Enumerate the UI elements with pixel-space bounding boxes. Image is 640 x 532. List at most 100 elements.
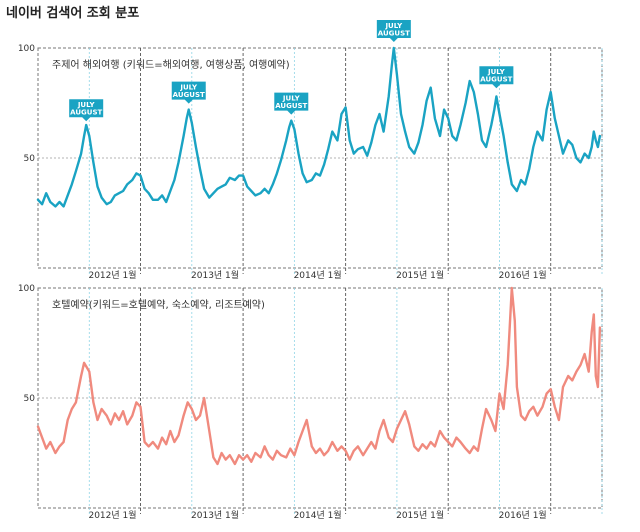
data-point xyxy=(439,430,441,432)
data-point xyxy=(315,452,317,454)
data-point xyxy=(579,364,582,366)
data-point xyxy=(177,434,180,436)
data-point xyxy=(340,113,343,115)
data-point xyxy=(186,117,188,119)
data-point xyxy=(421,443,424,445)
data-point xyxy=(199,415,201,417)
data-point xyxy=(378,113,381,115)
data-point xyxy=(203,188,205,190)
data-point xyxy=(80,153,82,155)
y-tick-label: 100 xyxy=(18,284,35,294)
data-point xyxy=(280,159,282,161)
data-point xyxy=(447,117,449,119)
data-point xyxy=(165,443,167,445)
data-point xyxy=(520,415,522,417)
data-point xyxy=(234,463,236,465)
data-point xyxy=(71,183,73,185)
data-point xyxy=(288,126,290,128)
data-point xyxy=(199,168,201,170)
data-point xyxy=(88,371,90,373)
data-point xyxy=(118,419,120,421)
data-point xyxy=(272,459,274,461)
data-point xyxy=(495,95,497,97)
data-point xyxy=(459,441,462,443)
data-point xyxy=(597,146,599,148)
data-point xyxy=(558,419,560,421)
data-point xyxy=(45,448,47,450)
data-point xyxy=(250,461,252,463)
data-point xyxy=(148,192,150,194)
x-tick-label: 2012년 1월 xyxy=(88,269,136,281)
data-point xyxy=(203,397,205,399)
data-point xyxy=(400,113,402,115)
data-point xyxy=(575,157,578,159)
data-point xyxy=(41,203,43,205)
data-point xyxy=(362,454,364,456)
data-point xyxy=(485,408,487,410)
data-point xyxy=(331,441,333,443)
data-point xyxy=(532,146,534,148)
data-point xyxy=(392,441,394,443)
badge-text-july: JULY xyxy=(487,68,506,76)
data-point xyxy=(58,445,61,447)
data-point xyxy=(157,448,159,450)
data-point xyxy=(370,441,372,443)
data-point xyxy=(396,73,398,75)
data-point xyxy=(131,415,133,417)
data-point xyxy=(327,148,329,150)
data-point xyxy=(477,450,479,452)
data-point xyxy=(593,131,595,133)
data-point xyxy=(383,131,385,133)
data-point xyxy=(459,124,462,126)
data-point xyxy=(366,448,368,450)
data-point xyxy=(599,327,601,329)
data-point xyxy=(550,388,552,390)
data-point xyxy=(58,201,61,203)
data-point xyxy=(575,371,578,373)
badge-bubble xyxy=(376,20,411,42)
data-point xyxy=(246,186,248,188)
data-point xyxy=(183,415,185,417)
badge-bubble xyxy=(69,99,104,122)
data-point xyxy=(139,175,142,177)
data-point xyxy=(67,419,69,421)
data-point xyxy=(498,393,501,395)
data-point xyxy=(345,106,347,108)
data-point xyxy=(319,448,321,450)
x-tick-label: 2015년 1월 xyxy=(396,509,444,521)
data-point xyxy=(225,459,227,461)
badge-text-july: JULY xyxy=(179,84,198,92)
data-point xyxy=(599,135,601,137)
data-point xyxy=(370,142,372,144)
data-point xyxy=(413,153,415,155)
data-point xyxy=(54,205,57,207)
data-point xyxy=(250,190,252,192)
data-point xyxy=(546,109,548,111)
data-point xyxy=(41,437,43,439)
data-point xyxy=(469,452,471,454)
data-point xyxy=(289,448,291,450)
data-point xyxy=(595,375,597,377)
data-point xyxy=(63,205,65,207)
data-point xyxy=(388,437,390,439)
data-point xyxy=(514,320,516,322)
data-point xyxy=(139,406,142,408)
data-point xyxy=(524,183,526,185)
data-point xyxy=(229,454,231,456)
data-point xyxy=(404,131,406,133)
data-point xyxy=(85,124,87,126)
data-point xyxy=(96,186,99,188)
data-point xyxy=(285,139,287,141)
data-point xyxy=(546,393,548,395)
badge-text-july: JULY xyxy=(282,95,301,103)
x-tick-label: 2014년 1월 xyxy=(294,269,342,281)
data-point xyxy=(516,386,518,388)
data-point xyxy=(362,146,364,148)
data-point xyxy=(188,109,190,111)
data-point xyxy=(331,131,333,133)
data-point xyxy=(554,117,556,119)
data-point xyxy=(268,454,270,456)
